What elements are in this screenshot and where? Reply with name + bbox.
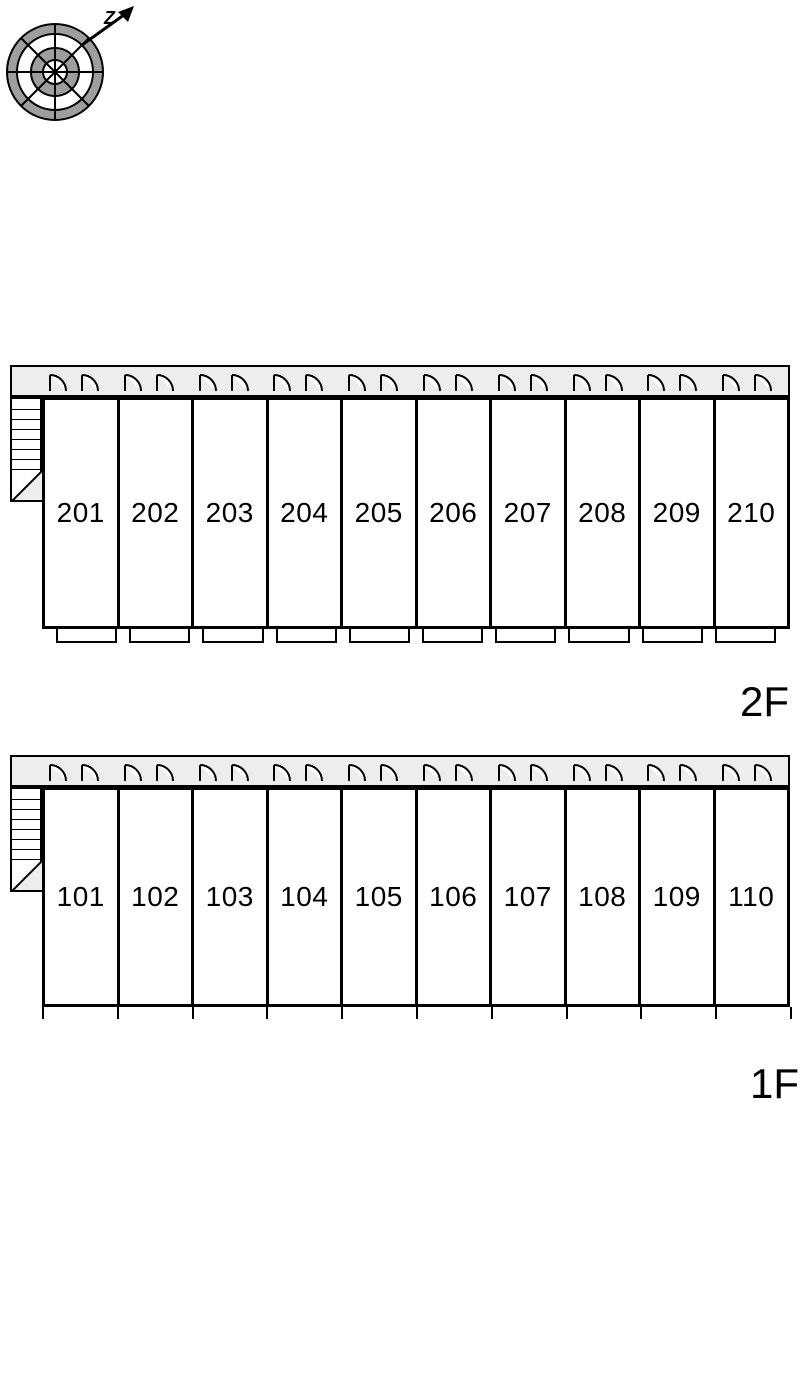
compass-letter: Z [103, 8, 116, 28]
units-row-1f: 101 102 103 104 105 106 107 108 109 110 [42, 787, 790, 1007]
balcony-icon [129, 629, 190, 643]
unit-109: 109 [641, 790, 716, 1004]
unit-label: 204 [280, 497, 328, 529]
unit-202: 202 [120, 400, 195, 626]
unit-label: 109 [653, 881, 701, 913]
door-icon [274, 375, 322, 391]
unit-203: 203 [194, 400, 269, 626]
door-icon [574, 375, 622, 391]
balcony-icon [568, 629, 629, 643]
unit-205: 205 [343, 400, 418, 626]
unit-label: 207 [504, 497, 552, 529]
units-row-2f: 201 202 203 204 205 206 207 208 209 210 [42, 397, 790, 629]
balcony-icon [56, 629, 117, 643]
unit-103: 103 [194, 790, 269, 1004]
unit-label: 201 [57, 497, 105, 529]
unit-label: 205 [355, 497, 403, 529]
balcony-icon [495, 629, 556, 643]
unit-label: 103 [206, 881, 254, 913]
compass-icon: Z [0, 0, 150, 135]
door-icon [648, 765, 696, 781]
unit-label: 108 [578, 881, 626, 913]
unit-label: 102 [131, 881, 179, 913]
unit-label: 209 [653, 497, 701, 529]
doors-2f [42, 369, 790, 393]
unit-label: 202 [131, 497, 179, 529]
balcony-icon [715, 629, 776, 643]
unit-201: 201 [45, 400, 120, 626]
door-icon [200, 765, 248, 781]
unit-label: 110 [728, 881, 774, 913]
balcony-icon [349, 629, 410, 643]
door-icon [499, 765, 547, 781]
balcony-icon [202, 629, 263, 643]
unit-label: 101 [57, 881, 105, 913]
unit-label: 104 [280, 881, 328, 913]
unit-label: 107 [504, 881, 552, 913]
stairs-1f [10, 787, 42, 892]
unit-104: 104 [269, 790, 344, 1004]
unit-208: 208 [567, 400, 642, 626]
door-icon [200, 375, 248, 391]
unit-label: 203 [206, 497, 254, 529]
door-icon [349, 765, 397, 781]
unit-label: 210 [727, 497, 775, 529]
balcony-icon [276, 629, 337, 643]
unit-206: 206 [418, 400, 493, 626]
unit-204: 204 [269, 400, 344, 626]
floor-label-2f: 2F [740, 678, 789, 726]
door-icon [723, 375, 771, 391]
doors-1f [42, 759, 790, 783]
unit-101: 101 [45, 790, 120, 1004]
unit-106: 106 [418, 790, 493, 1004]
unit-108: 108 [567, 790, 642, 1004]
unit-209: 209 [641, 400, 716, 626]
unit-label: 208 [578, 497, 626, 529]
door-icon [648, 375, 696, 391]
door-icon [274, 765, 322, 781]
door-icon [125, 765, 173, 781]
compass-arrow: Z [82, 6, 134, 45]
balcony-icon [422, 629, 483, 643]
compass-rose [7, 24, 103, 120]
unit-label: 106 [429, 881, 477, 913]
door-icon [349, 375, 397, 391]
door-icon [125, 375, 173, 391]
balcony-icon [642, 629, 703, 643]
unit-107: 107 [492, 790, 567, 1004]
door-icon [424, 375, 472, 391]
unit-105: 105 [343, 790, 418, 1004]
unit-102: 102 [120, 790, 195, 1004]
unit-label: 206 [429, 497, 477, 529]
door-icon [50, 765, 98, 781]
ground-ticks-1f [42, 1007, 790, 1019]
door-icon [424, 765, 472, 781]
unit-110: 110 [716, 790, 788, 1004]
door-icon [574, 765, 622, 781]
door-icon [50, 375, 98, 391]
door-icon [499, 375, 547, 391]
balconies-2f [50, 629, 782, 643]
unit-label: 105 [355, 881, 403, 913]
floor-1-plan: 101 102 103 104 105 106 107 108 109 110 [10, 755, 790, 1045]
unit-207: 207 [492, 400, 567, 626]
floor-label-1f: 1F [750, 1060, 799, 1108]
unit-210: 210 [716, 400, 788, 626]
floor-2-plan: 201 202 203 204 205 206 207 208 209 210 [10, 365, 790, 665]
door-icon [723, 765, 771, 781]
stairs-2f [10, 397, 42, 502]
